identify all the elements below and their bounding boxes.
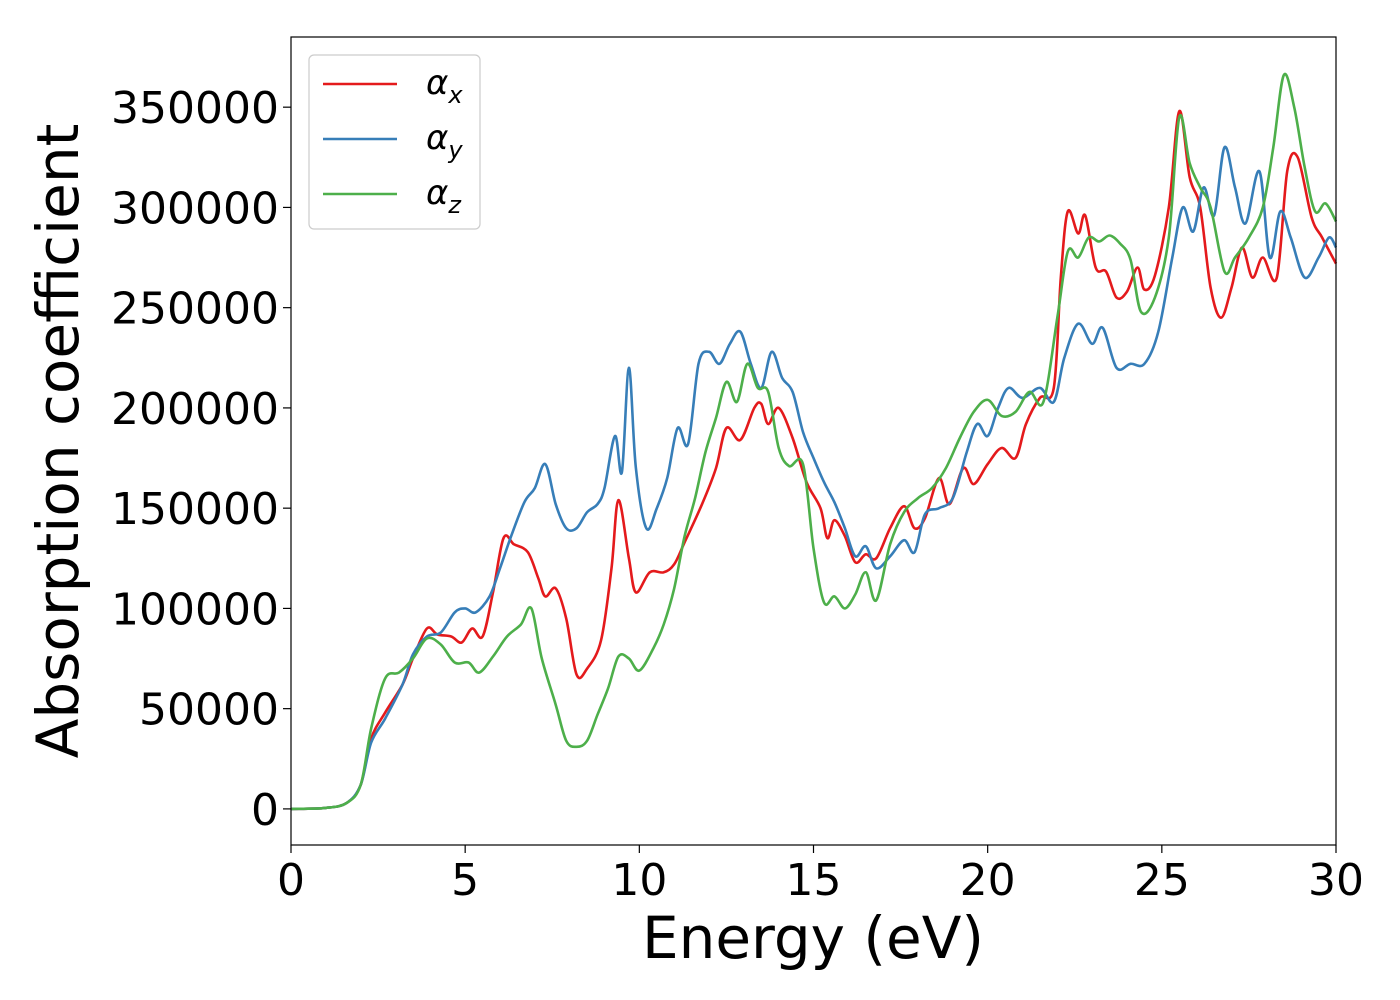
series-line-x — [290, 109, 1338, 811]
x-axis: 0 5 10 15 20 25 30 — [277, 845, 1364, 906]
x-tick-label: 10 — [611, 855, 667, 906]
y-axis-title: Absorption coefficient — [24, 124, 92, 759]
y-tick-label: 50000 — [139, 685, 279, 736]
y-tick-label: 100000 — [111, 584, 279, 635]
x-axis-title: Energy (eV) — [642, 904, 984, 972]
legend-label-subscript: y — [447, 136, 463, 164]
series-line-y — [290, 145, 1338, 811]
x-tick-label: 5 — [451, 855, 479, 906]
series-layer — [290, 72, 1338, 811]
legend-label-subscript: z — [447, 191, 462, 219]
legend-box — [308, 54, 481, 230]
y-tick-label: 150000 — [111, 484, 279, 535]
y-tick-label: 350000 — [111, 83, 279, 134]
legend-label-subscript: x — [447, 81, 463, 109]
y-tick-label: 300000 — [111, 183, 279, 234]
x-tick-label: 25 — [1134, 855, 1190, 906]
x-tick-label: 15 — [786, 855, 842, 906]
x-tick-label: 30 — [1308, 855, 1364, 906]
series-line-z — [290, 72, 1338, 811]
y-tick-label: 250000 — [111, 284, 279, 335]
x-tick-label: 0 — [277, 855, 305, 906]
y-tick-label: 200000 — [111, 384, 279, 435]
y-axis: 0 50000 100000 150000 200000 250000 300000 3500… — [111, 83, 291, 836]
x-tick-label: 20 — [960, 855, 1016, 906]
y-tick-label: 0 — [251, 785, 279, 836]
